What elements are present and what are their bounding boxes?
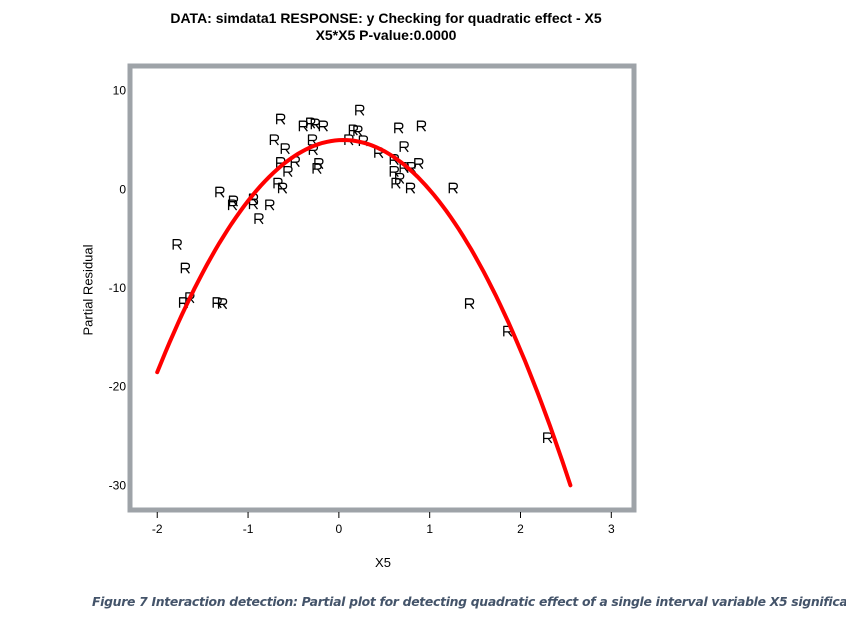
data-point — [399, 141, 409, 153]
data-point — [416, 120, 427, 132]
chart-subtitle: X5*X5 P-value:0.0000 — [315, 27, 457, 43]
plot-frame — [127, 63, 637, 513]
data-point — [265, 199, 275, 211]
data-point — [448, 182, 458, 194]
x-tick-label: 2 — [517, 522, 524, 536]
y-tick-label: -10 — [109, 281, 127, 295]
y-tick-label: -20 — [109, 380, 127, 394]
y-tick-label: -30 — [109, 478, 127, 492]
fitted-quadratic-curve — [155, 137, 573, 488]
data-point — [405, 182, 416, 194]
data-point — [414, 158, 424, 170]
data-point — [318, 120, 329, 132]
data-point — [217, 298, 228, 310]
data-point — [394, 122, 404, 134]
chart-title: DATA: simdata1 RESPONSE: y Checking for … — [170, 10, 602, 26]
data-point — [277, 182, 288, 194]
data-point — [355, 104, 365, 116]
x-tick-label: 3 — [608, 522, 615, 536]
x-tick-label: -2 — [152, 522, 163, 536]
data-point — [172, 238, 182, 250]
data-point — [269, 134, 280, 146]
y-tick-label: 10 — [113, 84, 127, 98]
data-point — [312, 162, 322, 174]
data-point — [248, 198, 259, 210]
data-point — [215, 186, 225, 198]
data-point — [395, 172, 405, 184]
data-point — [227, 199, 238, 211]
x-axis-label: X5 — [375, 555, 391, 570]
x-tick-label: 1 — [426, 522, 433, 536]
x-tick-label: -1 — [243, 522, 254, 536]
data-point — [464, 298, 475, 310]
data-point — [389, 165, 399, 177]
figure-caption: Figure 7 Interaction detection: Partial … — [92, 594, 846, 609]
data-point — [283, 165, 293, 177]
data-point — [180, 262, 191, 274]
data-point — [391, 177, 401, 189]
x-tick-label: 0 — [336, 522, 343, 536]
data-point — [276, 113, 286, 125]
y-axis-label: Partial Residual — [80, 244, 96, 336]
data-point — [254, 213, 264, 225]
y-tick-label: 0 — [119, 182, 126, 196]
data-point — [280, 143, 290, 155]
